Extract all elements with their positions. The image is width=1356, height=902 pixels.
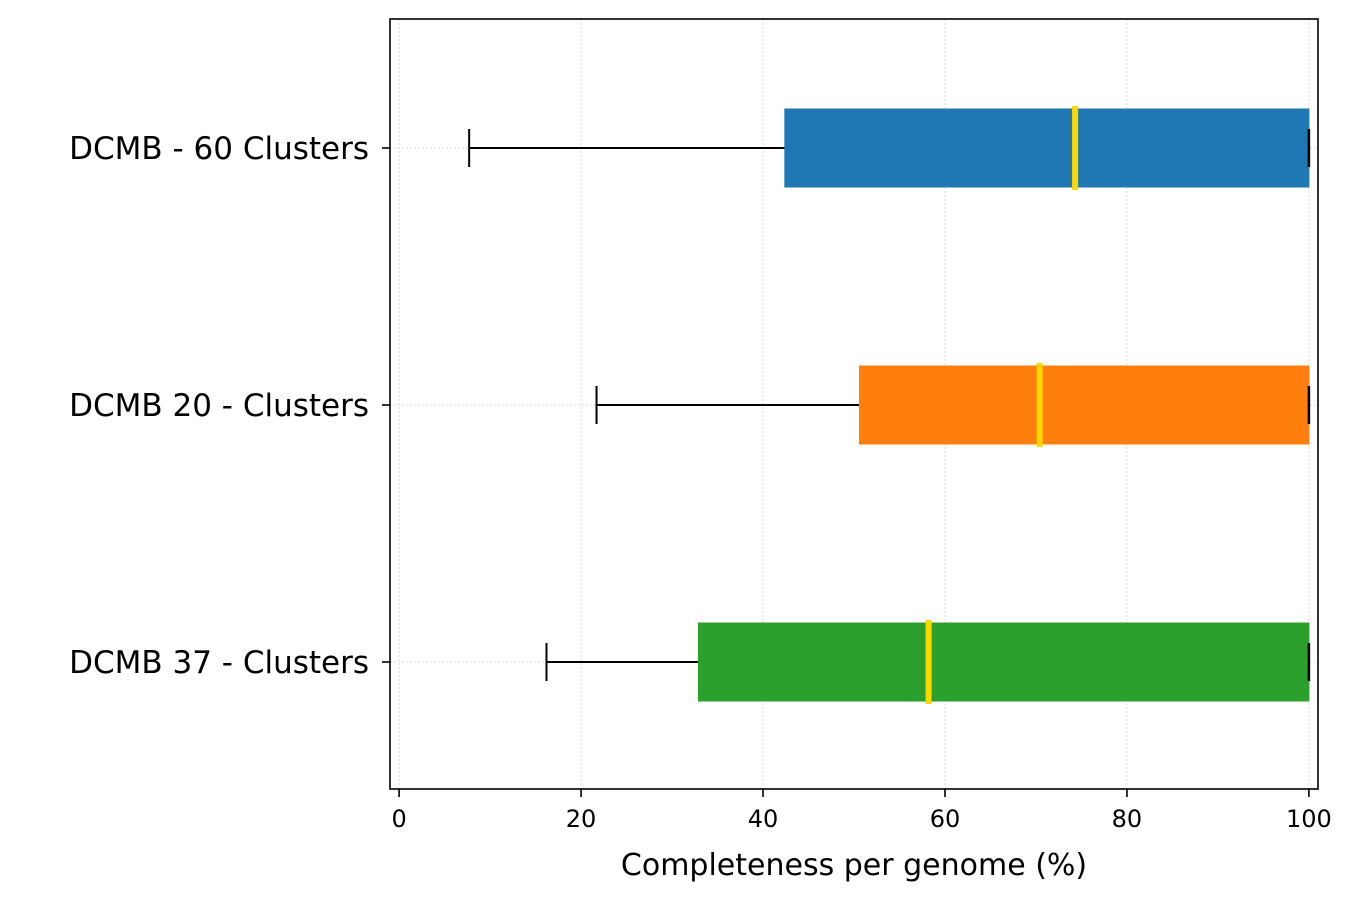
box-iqr xyxy=(697,622,1310,702)
y-tick-label: DCMB 20 - Clusters xyxy=(69,388,369,424)
x-tick-label: 60 xyxy=(930,805,961,833)
x-axis-label: Completeness per genome (%) xyxy=(621,848,1087,883)
box-iqr xyxy=(784,108,1310,188)
plot-area-frame xyxy=(389,18,1319,790)
box-layer xyxy=(468,106,1311,704)
x-tick-label: 20 xyxy=(566,805,597,833)
x-tick-label: 100 xyxy=(1286,805,1332,833)
box-iqr xyxy=(858,365,1310,445)
x-tick-label: 40 xyxy=(748,805,779,833)
axis-layer: 0 20 40 60 80 100 DCMB - 60 Clusters DCMB 20 - … xyxy=(69,131,1332,833)
y-tick-label: DCMB 37 - Clusters xyxy=(69,645,369,681)
x-tick-label: 80 xyxy=(1112,805,1143,833)
y-tick-label: DCMB - 60 Clusters xyxy=(69,131,369,167)
x-tick-label: 0 xyxy=(391,805,406,833)
